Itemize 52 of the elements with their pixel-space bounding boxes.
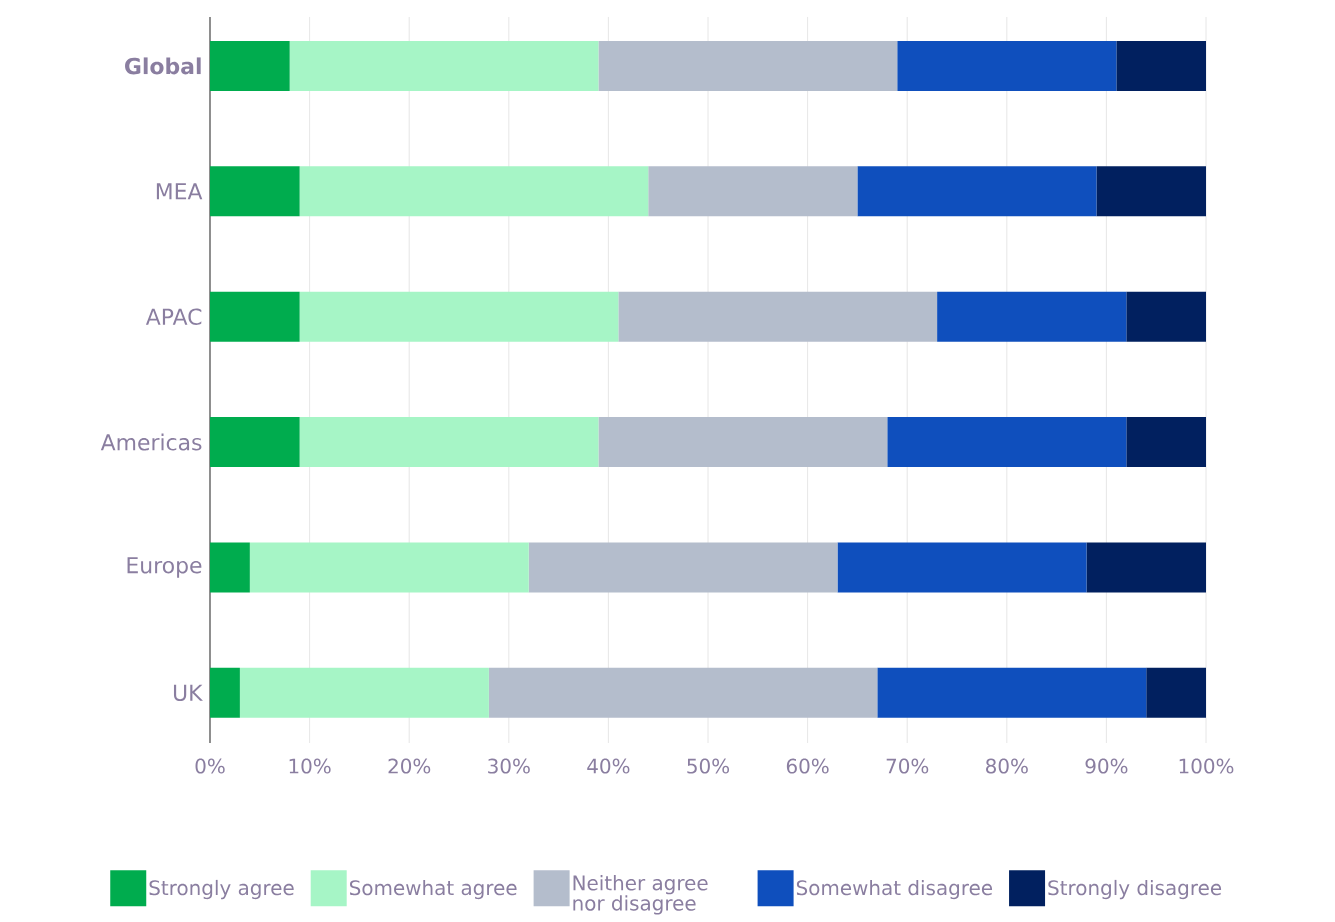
bar [598,417,888,468]
x-tick-label: 50% [687,758,730,774]
x-tick-label: 60% [786,758,829,774]
bar [887,417,1127,468]
y-tick-label: Europe [127,557,202,578]
bar [897,40,1117,91]
y-tick-label: UK [173,684,203,701]
x-tick-label: 80% [986,758,1028,774]
y-tick-label: Americas [100,433,202,451]
x-tick-label: 70% [886,758,929,774]
bar [1096,166,1207,217]
bar [299,291,619,342]
x-tick-label: 90% [1085,758,1128,774]
x-tick-label: 20% [388,758,431,774]
bar [837,542,1087,593]
x-tick-label: 100% [1179,758,1234,774]
bar [618,291,938,342]
legend-label: Strongly agree [149,879,294,900]
bar [299,417,599,468]
x-tick-label: 0% [195,758,225,774]
bar [648,166,858,217]
bar [1126,417,1207,468]
x-tick-label: 10% [289,758,331,774]
bar [937,291,1127,342]
legend-label: Strongly disagree [1048,879,1222,900]
bar [210,291,300,342]
bar [289,40,599,91]
bar [249,542,529,593]
bar [1116,40,1207,91]
bar [857,166,1097,217]
bar [1146,667,1207,718]
bar [210,166,300,217]
bar [877,667,1147,718]
y-tick-label: MEA [156,183,203,200]
x-tick-label: 40% [587,758,630,774]
bar [598,40,898,91]
y-tick-label: Global [125,57,201,75]
bar [1126,291,1207,342]
x-tick-label: 30% [488,758,530,774]
bar [210,40,290,91]
legend-label: Neither agree nor disagree [573,874,708,915]
bar [210,542,250,593]
bar [528,542,838,593]
bar [488,667,878,718]
legend-label: Somewhat agree [350,879,517,900]
bar [210,667,240,718]
bar [210,417,300,468]
y-tick-label: APAC [145,308,202,325]
bar [299,166,649,217]
legend-label: Somewhat disagree [796,879,993,900]
bar [239,667,489,718]
bar [1086,542,1207,593]
